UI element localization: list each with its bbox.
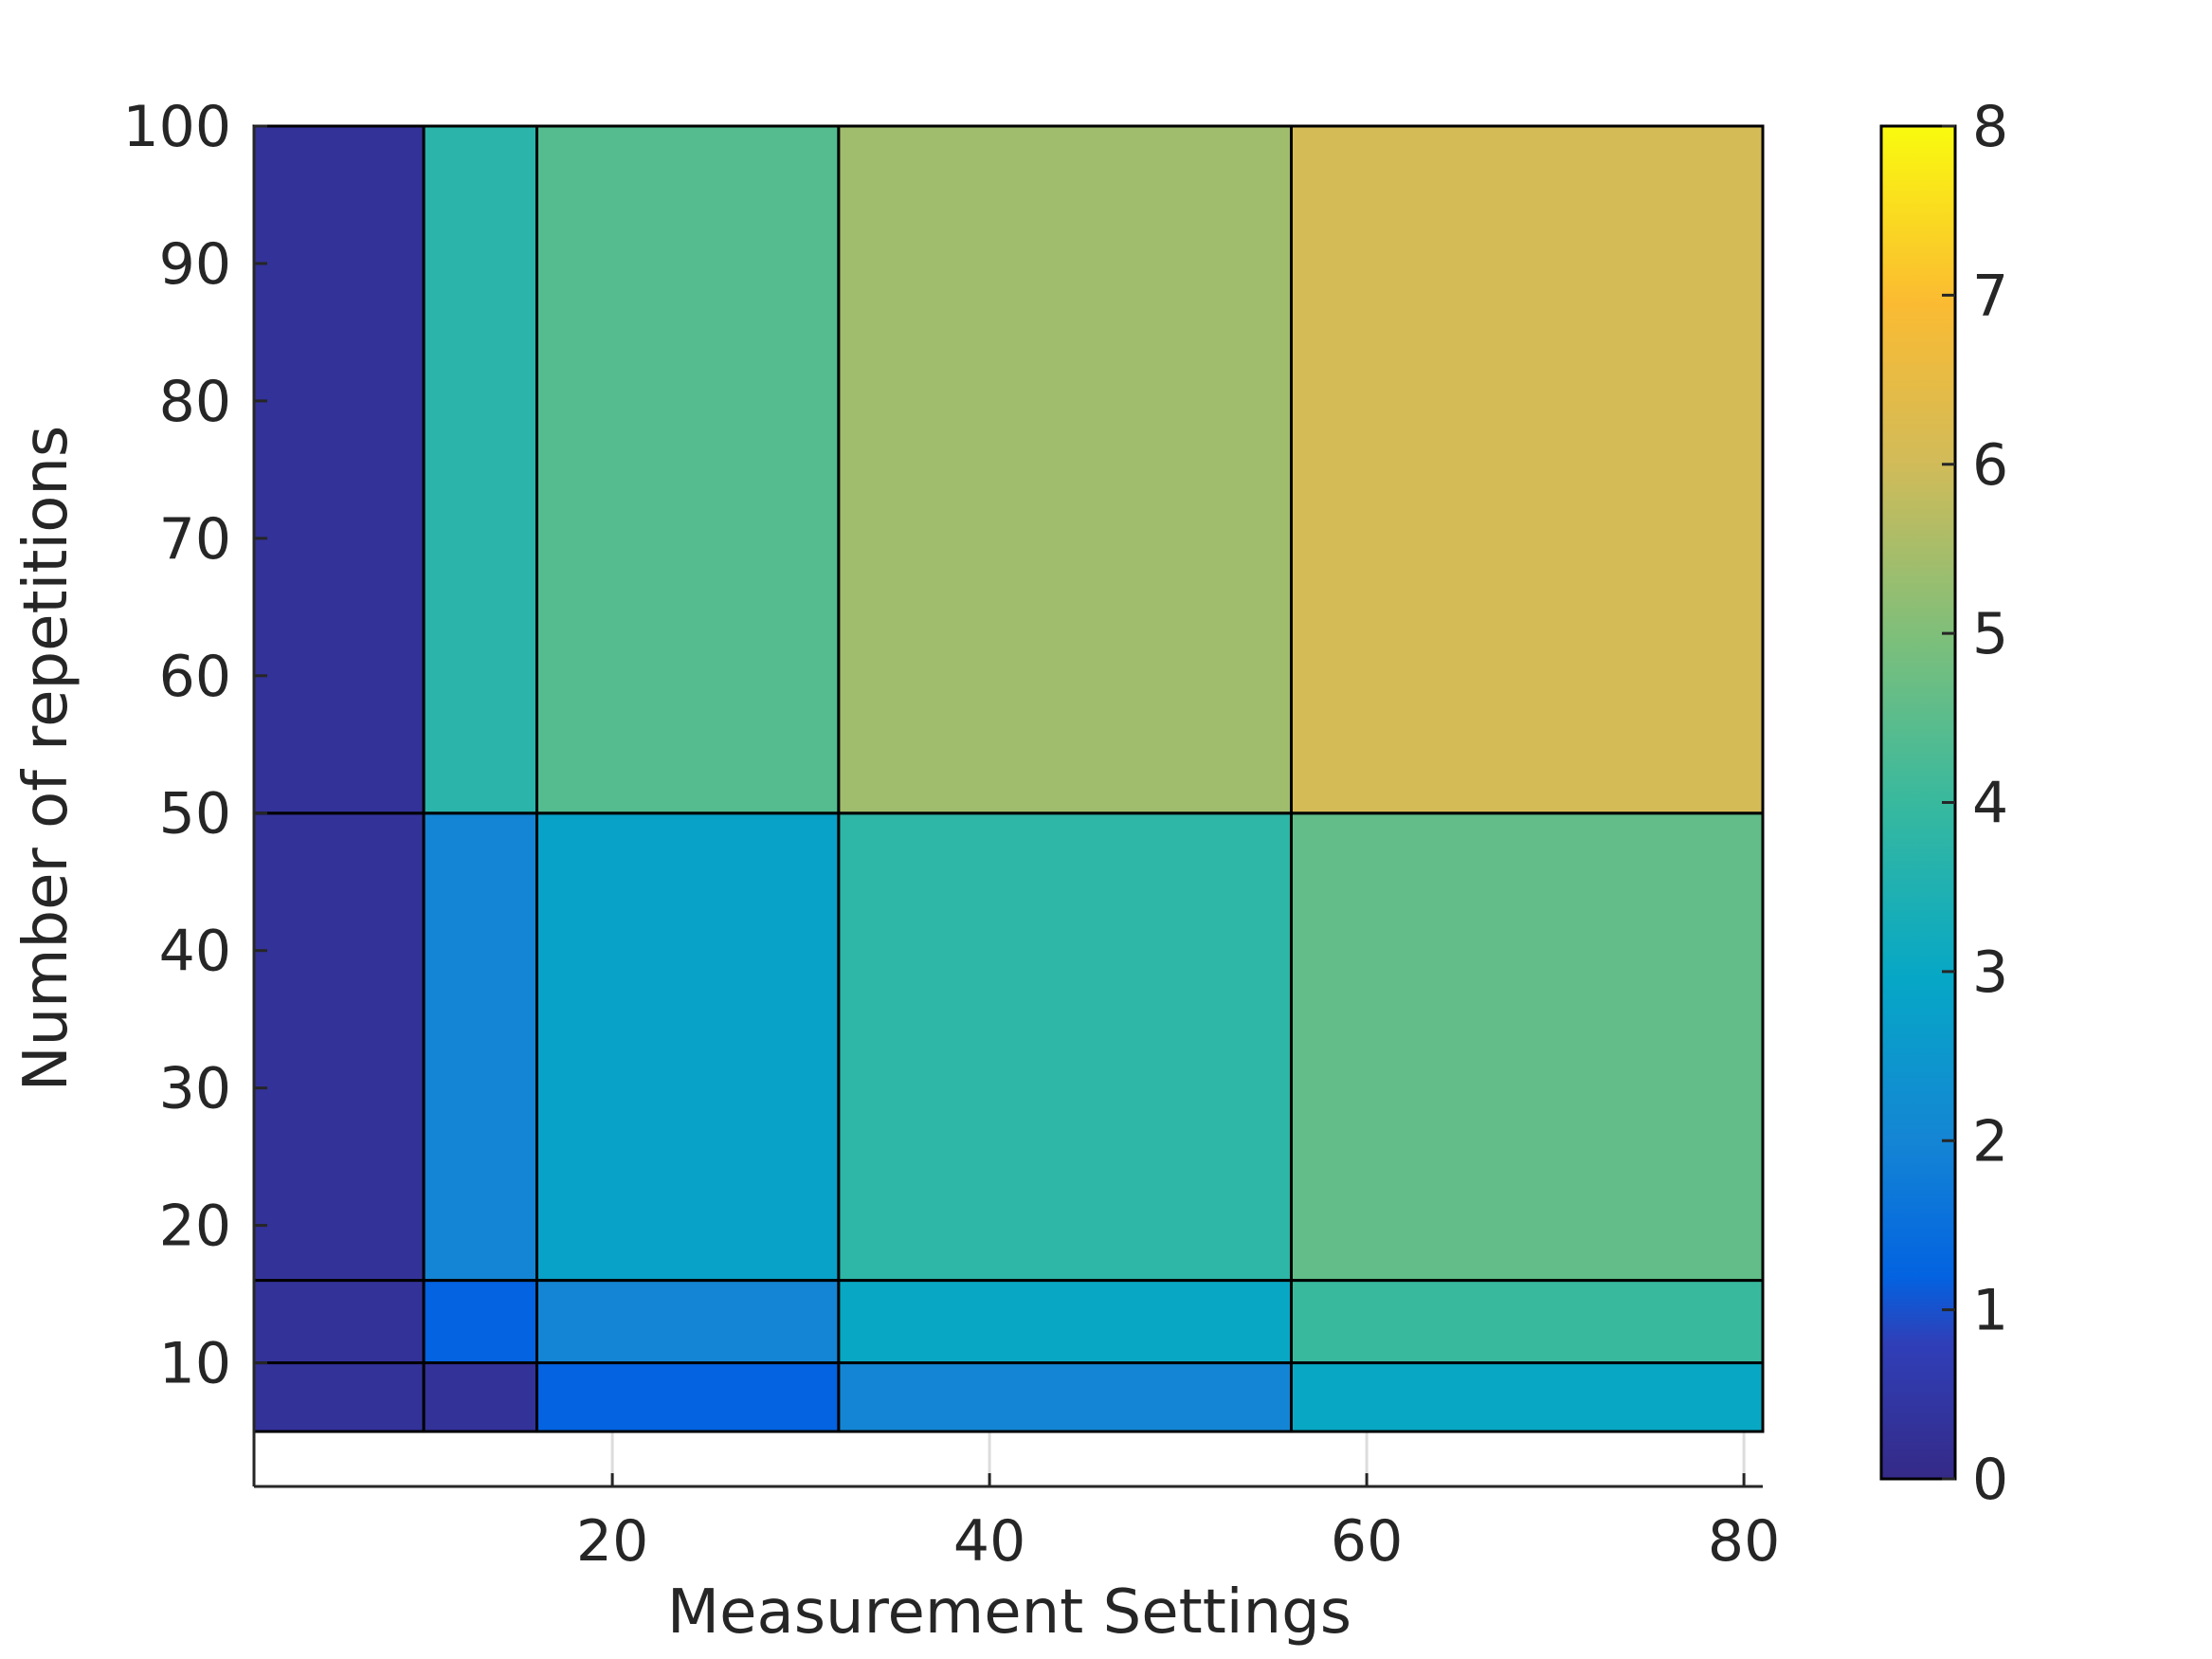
x-axis: 20 40 60 80 <box>254 1473 1780 1575</box>
y-tick-label-0: 10 <box>159 1331 231 1397</box>
heatmap-cell-r0-c0 <box>252 1361 426 1433</box>
x-tick-label-3: 80 <box>1708 1508 1780 1575</box>
colorbar-tick-label-8: 8 <box>1972 94 2008 160</box>
y-tick-label-4: 50 <box>159 781 231 848</box>
x-tick-label-2: 60 <box>1331 1508 1403 1575</box>
y-tick-label-1: 20 <box>159 1194 231 1260</box>
colorbar-tick-label-5: 5 <box>1972 601 2008 667</box>
heatmap-cell-r1-c4 <box>1290 1279 1765 1365</box>
heatmap-cell-r3-c0 <box>252 124 426 815</box>
heatmap-cell-r1-c1 <box>422 1279 539 1365</box>
y-tick-label-7: 80 <box>159 369 231 435</box>
y-tick-label-5: 60 <box>159 644 231 710</box>
heatmap-cell-r1-c0 <box>252 1279 426 1365</box>
heatmap-cell-r3-c2 <box>535 124 841 815</box>
colorbar-tick-label-6: 6 <box>1972 432 2008 499</box>
colorbar-tick-label-1: 1 <box>1972 1278 2008 1344</box>
heatmap-cell-r0-c2 <box>535 1361 841 1433</box>
x-tick-label-1: 40 <box>953 1508 1025 1575</box>
colorbar-tick-label-7: 7 <box>1972 263 2008 329</box>
heatmap-cell-r3-c3 <box>837 124 1294 815</box>
y-tick-label-2: 30 <box>159 1056 231 1122</box>
x-axis-title: Measurement Settings <box>667 1577 1351 1648</box>
heatmap-cell-r2-c3 <box>837 811 1294 1283</box>
heatmap-cell-r1-c2 <box>535 1279 841 1365</box>
colorbar-tick-label-2: 2 <box>1972 1108 2008 1175</box>
colorbar-tick-label-4: 4 <box>1972 771 2008 837</box>
heatmap-cell-r3-c4 <box>1290 124 1765 815</box>
y-tick-label-6: 70 <box>159 506 231 573</box>
heatmap-cell-r2-c1 <box>422 811 539 1283</box>
x-tick-label-0: 20 <box>576 1508 648 1575</box>
y-tick-label-8: 90 <box>159 231 231 298</box>
heatmap-cell-r0-c3 <box>837 1361 1294 1433</box>
y-tick-label-9: 100 <box>122 94 231 160</box>
heatmap-cell-r2-c4 <box>1290 811 1765 1283</box>
heatmap-cell-r0-c1 <box>422 1361 539 1433</box>
heatmap-cell-r0-c4 <box>1290 1361 1765 1433</box>
heatmap-cell-r1-c3 <box>837 1279 1294 1365</box>
heatmap-cell-r3-c1 <box>422 124 539 815</box>
colorbar-tick-label-0: 0 <box>1972 1447 2008 1513</box>
y-axis: 10 20 30 40 50 60 70 80 90 100 <box>122 94 267 1486</box>
heatmap-cell-r2-c0 <box>252 811 426 1283</box>
colorbar-tick-label-3: 3 <box>1972 939 2008 1006</box>
y-tick-label-3: 40 <box>159 919 231 985</box>
y-axis-title: Number of repetitions <box>11 426 82 1092</box>
heatmap-cell-r2-c2 <box>535 811 841 1283</box>
plot-area <box>252 124 1765 1486</box>
colorbar: 0 1 2 3 4 5 6 7 8 <box>1879 94 2008 1513</box>
